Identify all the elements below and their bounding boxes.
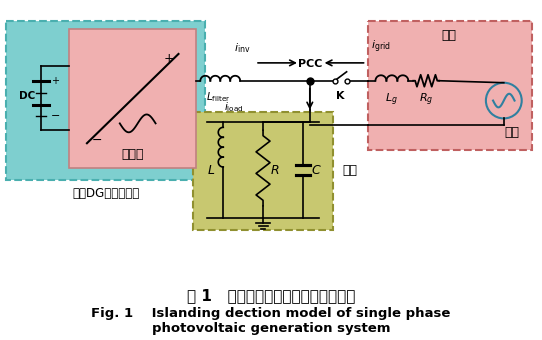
Text: Fig. 1    Islanding dection model of single phase: Fig. 1 Islanding dection model of single… xyxy=(91,307,451,320)
FancyBboxPatch shape xyxy=(367,21,532,150)
Text: PCC: PCC xyxy=(298,59,322,69)
Text: $i_{\mathrm{load}}$: $i_{\mathrm{load}}$ xyxy=(224,101,244,114)
Text: $R_{g}$: $R_{g}$ xyxy=(419,92,434,108)
Text: $i_{\mathrm{inv}}$: $i_{\mathrm{inv}}$ xyxy=(234,41,250,55)
Text: photovoltaic generation system: photovoltaic generation system xyxy=(152,322,390,335)
Text: +: + xyxy=(51,76,59,86)
FancyBboxPatch shape xyxy=(69,29,196,168)
Text: $i_{\mathrm{grid}}$: $i_{\mathrm{grid}}$ xyxy=(371,38,391,55)
Text: 图 1   单相光伏发电系统孤岛检测模型: 图 1 单相光伏发电系统孤岛检测模型 xyxy=(187,288,355,304)
Text: 电网: 电网 xyxy=(504,126,519,139)
FancyBboxPatch shape xyxy=(7,21,205,180)
Text: 逆变器: 逆变器 xyxy=(121,148,144,160)
Text: 基于DG光伏逆变器: 基于DG光伏逆变器 xyxy=(72,187,139,200)
Text: 电网: 电网 xyxy=(442,29,456,41)
Text: $L$: $L$ xyxy=(207,164,215,176)
Text: 负载: 负载 xyxy=(343,165,358,177)
FancyBboxPatch shape xyxy=(193,113,333,230)
Text: K: K xyxy=(337,91,345,101)
Text: $L_{g}$: $L_{g}$ xyxy=(385,92,398,108)
Text: $L_{\mathrm{filter}}$: $L_{\mathrm{filter}}$ xyxy=(206,91,230,104)
Text: $R$: $R$ xyxy=(270,164,280,176)
Text: $C$: $C$ xyxy=(312,164,322,176)
Text: −: − xyxy=(51,112,61,121)
Text: −: − xyxy=(92,134,102,147)
Text: DC: DC xyxy=(20,91,36,101)
Text: +: + xyxy=(163,52,174,65)
